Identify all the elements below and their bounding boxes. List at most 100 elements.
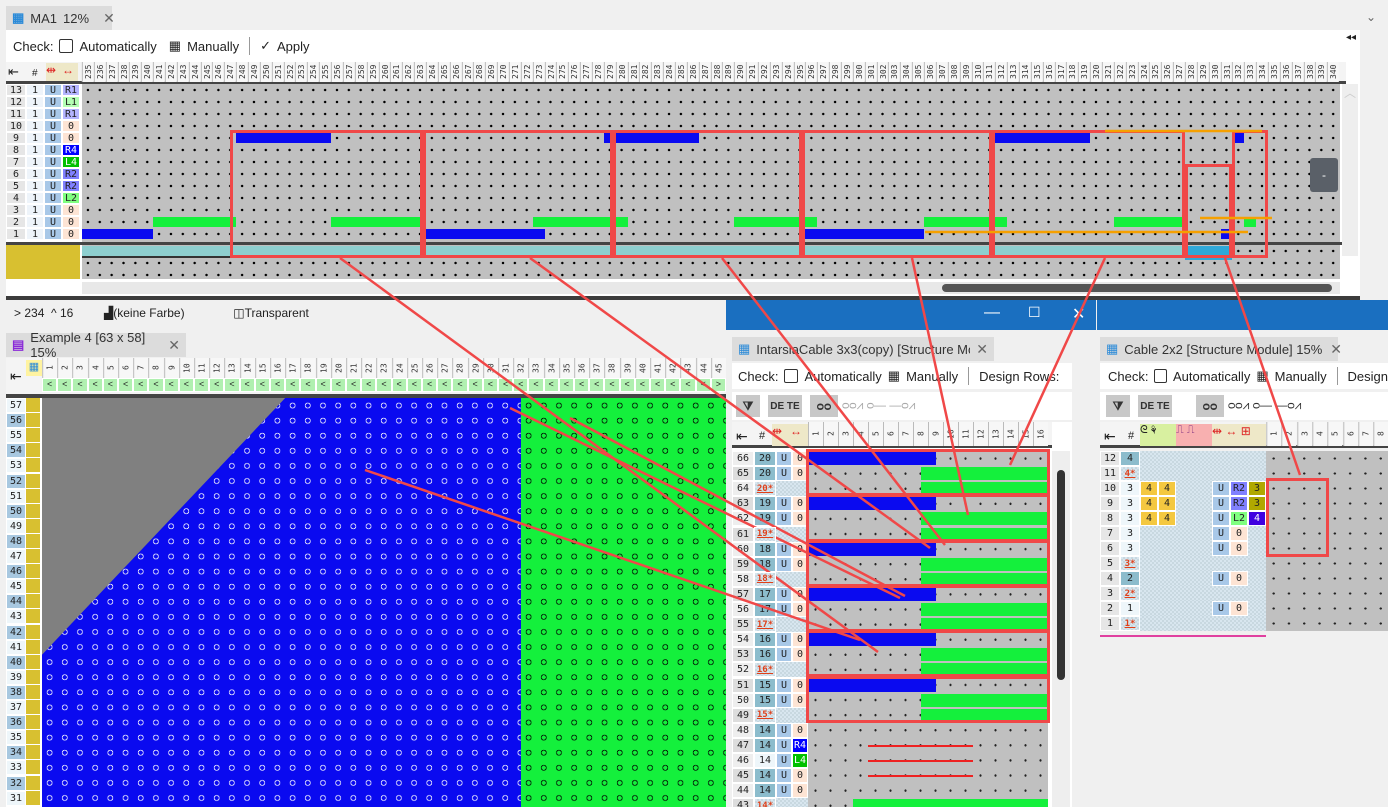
- manually-button[interactable]: Manually: [187, 38, 240, 54]
- manually-button[interactable]: Manually: [906, 368, 959, 384]
- loop-view-icons[interactable]: ᴑᴑ⩘ ᴑ— —ᴑ⩘: [842, 398, 916, 412]
- color-label[interactable]: (keine Farbe): [113, 306, 185, 320]
- row-cell: 0: [62, 204, 80, 216]
- row-cell: 61: [732, 526, 754, 542]
- filter-button[interactable]: ⧩: [1106, 395, 1130, 417]
- de-te-button[interactable]: DE TE: [768, 395, 802, 417]
- direction-cell: <: [178, 378, 194, 392]
- loop-view-icons[interactable]: ᴑᴑ⩘ ᴑ— —ᴑ⩘: [1228, 398, 1302, 412]
- column-number: 324: [1137, 62, 1150, 82]
- stitch-area[interactable]: [82, 84, 1340, 244]
- loop-view-button[interactable]: ᴑᴑ: [1196, 395, 1224, 417]
- column-number: 10: [178, 358, 194, 378]
- tab-ma1[interactable]: ▦ MA1 12% ✕: [6, 6, 115, 30]
- column-number: 26: [422, 358, 438, 378]
- close-icon[interactable]: ✕: [103, 9, 115, 26]
- column-number: 296: [805, 62, 818, 82]
- row-cell: 52: [732, 662, 754, 678]
- row-cell: 20: [754, 466, 776, 482]
- row-cell: 14: [754, 768, 776, 784]
- manually-button[interactable]: Manually: [1274, 368, 1327, 384]
- cable-window-titlebar[interactable]: [1097, 300, 1388, 330]
- row-cell: 4: [1158, 496, 1176, 511]
- maximize-button[interactable]: ☐: [1028, 304, 1041, 320]
- row-cell: 1: [26, 156, 44, 168]
- view-toolbar: ⧩ DE TE ᴑᴑ ᴑᴑ⩘ ᴑ— —ᴑ⩘: [1100, 392, 1388, 420]
- scrollbar-thumb[interactable]: [1057, 470, 1065, 680]
- collapse-left-icon[interactable]: ⇤: [8, 64, 19, 79]
- column-number: 313: [1007, 62, 1019, 82]
- column-number: 5: [102, 358, 118, 378]
- column-number: 43: [680, 358, 696, 378]
- column-number: 7: [1357, 422, 1374, 446]
- row-cell: U: [1212, 541, 1230, 556]
- float-panel-button[interactable]: -: [1310, 158, 1338, 192]
- tab-example-4[interactable]: ▤ Example 4 [63 x 58] 15% ✕: [6, 330, 186, 360]
- direction-cell: <: [406, 378, 422, 392]
- automatically-checkbox[interactable]: [59, 39, 74, 53]
- row-cell: U: [1212, 571, 1230, 586]
- column-number: 246: [212, 62, 225, 82]
- tab-cable[interactable]: ▦ Cable 2x2 [Structure Module] 15% ✕: [1100, 337, 1342, 361]
- column-number: 329: [1196, 62, 1209, 82]
- column-number: 5: [1327, 422, 1343, 446]
- example-grid[interactable]: ⇤ ▦ 1 <2 <3 <4 <5 <6 <7 <8 <9 <10 <11 <12 <13 <14 <15 <16…: [6, 358, 726, 807]
- minimize-button[interactable]: —: [984, 304, 1000, 321]
- column-number: 248: [236, 62, 249, 82]
- intarsia-grid[interactable]: ⇤ # ⇹ ↔ 1 2 3 4 5 6 7 8 9 10 11 12 13 14 15 16 66 20 U 0 65 20 U 0 6…: [732, 422, 1072, 807]
- column-number: 279: [603, 62, 616, 82]
- column-number: 17: [285, 358, 301, 378]
- highlight-box: [806, 675, 1050, 723]
- close-window-button[interactable]: ✕: [1072, 306, 1086, 323]
- top-grid[interactable]: ⇤ # ⇹ ↔ 235 236 237 238 239 240 241 242 243 244 245 246…: [6, 62, 1360, 304]
- automatically-checkbox[interactable]: [784, 369, 799, 383]
- row-cell: 0: [62, 216, 80, 228]
- blue-yarn-band: [808, 678, 936, 692]
- column-number: 258: [354, 62, 367, 82]
- row-cell: 6: [6, 168, 26, 180]
- column-number: 277: [580, 62, 592, 82]
- direction-cell: <: [346, 378, 362, 392]
- tab-intarsia[interactable]: ▦ IntarsiaCable 3x3(copy) [Structure Mod…: [732, 337, 994, 361]
- column-number: 319: [1078, 62, 1091, 82]
- column-number: 8: [913, 422, 928, 446]
- collapse-left-icon[interactable]: ⇤: [10, 368, 22, 384]
- de-te-button[interactable]: DE TE: [1138, 395, 1172, 417]
- row-cell: L2: [62, 192, 80, 204]
- filter-button[interactable]: ⧩: [736, 395, 760, 417]
- cable-grid[interactable]: ⇤ # ᘓ ⚘ ⎍ ⎍ ⇹ ↔ ⊞ 1 2 3 4 5 6 7 8 12 4 11 4* 10 3 4 4 U R2 3 9 3 4…: [1100, 422, 1388, 807]
- direction-cell: <: [270, 378, 286, 392]
- row-cell: 3: [1120, 481, 1140, 496]
- collapse-left-icon[interactable]: ⇤: [736, 428, 748, 444]
- row-cell: U: [44, 144, 62, 156]
- row-cell: 19: [754, 496, 776, 512]
- direction-cell: <: [482, 378, 498, 392]
- intarsia-window-titlebar[interactable]: — ☐ ✕: [726, 300, 1096, 330]
- row-cell: 7: [1100, 526, 1120, 541]
- close-icon[interactable]: ✕: [1330, 340, 1343, 357]
- vertical-scrollbar[interactable]: ︿: [1342, 84, 1358, 256]
- scrollbar-thumb[interactable]: [942, 284, 1332, 292]
- row-cell: 18: [754, 541, 776, 557]
- loop-view-button[interactable]: ᴑᴑ: [810, 395, 838, 417]
- automatically-checkbox[interactable]: [1154, 369, 1168, 383]
- close-icon[interactable]: ✕: [168, 336, 180, 353]
- green-yarn-area[interactable]: [520, 398, 726, 807]
- row-cell: 53: [6, 458, 26, 474]
- row-cell: U: [44, 132, 62, 144]
- yarn-carrier-cell: [26, 398, 40, 414]
- column-number: 38: [604, 358, 620, 378]
- row-cell: 4: [1158, 511, 1176, 526]
- empty-cell: [776, 481, 808, 497]
- chevron-down-icon[interactable]: ⌄: [1366, 10, 1377, 24]
- collapse-icon[interactable]: ◂◂: [1345, 32, 1356, 43]
- apply-button[interactable]: Apply: [277, 38, 310, 54]
- row-cell: 1: [26, 84, 44, 96]
- row-cell: 43: [732, 798, 754, 807]
- collapse-left-icon[interactable]: ⇤: [1104, 428, 1116, 444]
- transparent-label[interactable]: Transparent: [244, 306, 309, 320]
- row-cell: 38: [6, 684, 26, 700]
- transparent-icon: ◫: [233, 306, 245, 320]
- column-number: 240: [141, 62, 154, 82]
- close-icon[interactable]: ✕: [976, 340, 988, 357]
